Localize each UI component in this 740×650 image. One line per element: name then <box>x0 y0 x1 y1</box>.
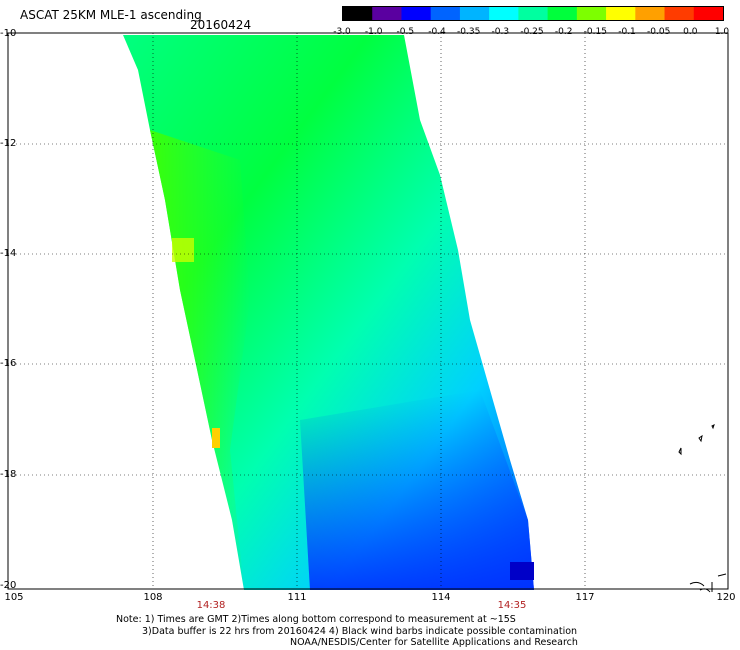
colorbar-segment <box>459 7 490 20</box>
colorbar-label: -3.0 <box>333 27 351 37</box>
colorbar-segment <box>489 7 519 20</box>
islands <box>678 424 727 593</box>
note-line-1: Note: 1) Times are GMT 2)Times along bot… <box>116 614 516 625</box>
lat-label: -16 <box>0 358 17 369</box>
colorbar-segment <box>693 7 723 20</box>
colorbar-segment <box>518 7 549 20</box>
colorbar-label: 1.0 <box>714 27 730 37</box>
lat-lon-grid <box>8 33 728 589</box>
colorbar-label: -0.25 <box>520 27 544 37</box>
lon-label: 108 <box>143 592 163 603</box>
colorbar-segment <box>635 7 666 20</box>
colorbar-label: -0.05 <box>647 27 671 37</box>
note-line-3: NOAA/NESDIS/Center for Satellite Applica… <box>290 637 578 648</box>
lon-label: 105 <box>4 592 24 603</box>
colorbar-segment <box>664 7 695 20</box>
lon-label: 120 <box>716 592 736 603</box>
time-label-left: 14:38 <box>196 600 226 611</box>
colorbar-label: -0.4 <box>428 27 446 37</box>
colorbar-label: -0.2 <box>554 27 573 37</box>
lat-label: -20 <box>0 580 17 591</box>
swath <box>123 35 534 590</box>
colorbar <box>342 6 724 21</box>
colorbar-segment <box>606 7 636 20</box>
lat-label: -12 <box>0 138 17 149</box>
colorbar-label: -0.3 <box>491 27 510 37</box>
map-frame <box>7 32 729 590</box>
time-label-right: 14:35 <box>497 600 527 611</box>
colorbar-label: -0.5 <box>396 27 415 37</box>
lon-label: 114 <box>431 592 451 603</box>
lat-label: -18 <box>0 469 17 480</box>
plot-title: ASCAT 25KM MLE-1 ascending <box>20 8 202 22</box>
colorbar-segment <box>343 7 373 20</box>
colorbar-label: -0.1 <box>618 27 636 37</box>
colorbar-label: 0.0 <box>683 27 698 37</box>
colorbar-segment <box>430 7 461 20</box>
note-line-2: 3)Data buffer is 22 hrs from 20160424 4)… <box>142 626 578 637</box>
lat-label: -14 <box>0 248 17 259</box>
colorbar-segment <box>547 7 578 20</box>
lon-label: 111 <box>287 592 307 603</box>
colorbar-label: -0.35 <box>457 27 481 37</box>
lon-label: 117 <box>575 592 595 603</box>
colorbar-label: -1.0 <box>364 27 383 37</box>
lat-label: -10 <box>0 28 17 39</box>
colorbar-label: -0.15 <box>583 27 607 37</box>
colorbar-segment <box>576 7 607 20</box>
colorbar-segment <box>401 7 432 20</box>
plot-date: 20160424 <box>190 18 252 32</box>
colorbar-segment <box>372 7 402 20</box>
